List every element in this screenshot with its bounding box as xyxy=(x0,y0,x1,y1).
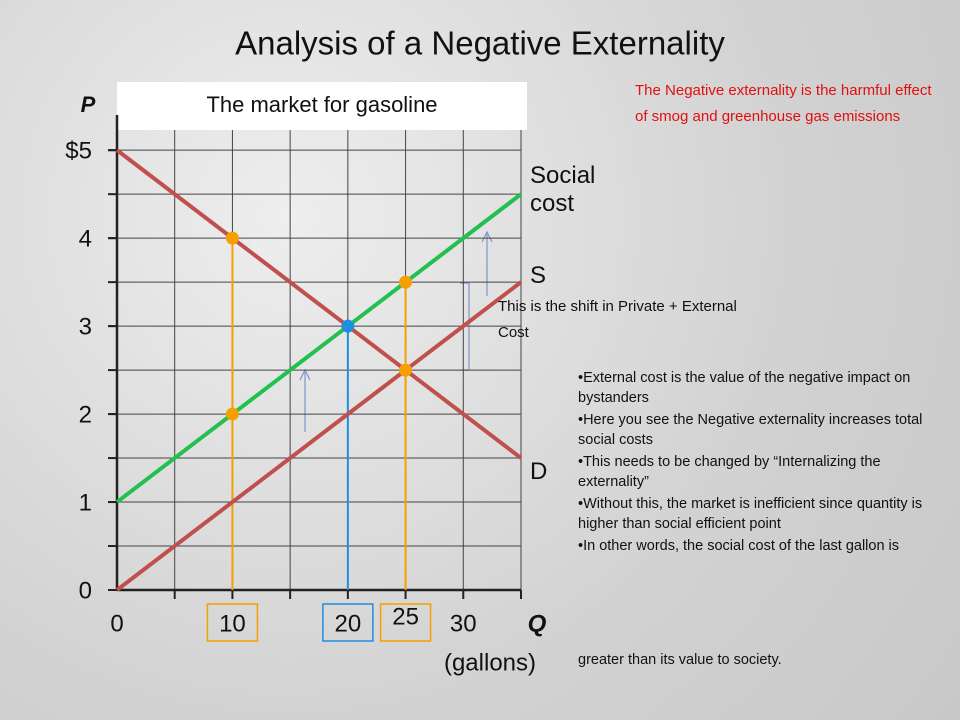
series-line xyxy=(115,148,523,460)
point xyxy=(225,231,239,245)
y-tick-label: 2 xyxy=(79,401,92,428)
tick-box xyxy=(206,603,259,642)
y-tick-label: 0 xyxy=(79,577,92,604)
series-line xyxy=(115,192,523,504)
bullet: Without this, the market is inefficient … xyxy=(578,494,948,534)
bullet-continuation: greater than its value to society. xyxy=(578,652,782,668)
note: The Negative externality is the harmful … xyxy=(635,82,932,125)
subtitle-box xyxy=(117,82,527,130)
shift-note: This is the shift in Private + External … xyxy=(498,298,737,341)
x-tick-label: 30 xyxy=(450,610,477,637)
y-tick-label: 1 xyxy=(79,489,92,516)
y-tick-label: $5 xyxy=(65,138,92,165)
x-tick-label: 0 xyxy=(110,610,123,637)
subtitle: The market for gasoline xyxy=(206,92,437,117)
bullet: External cost is the value of the negati… xyxy=(578,368,948,408)
series-label: Social cost xyxy=(530,162,596,217)
tick-box xyxy=(379,603,432,642)
x-axis-unit: (gallons) xyxy=(444,649,536,676)
y-axis-label: P xyxy=(81,92,96,117)
point xyxy=(399,363,413,377)
series-label: D xyxy=(530,458,548,485)
chart-title: Analysis of a Negative Externality xyxy=(235,25,725,62)
x-axis-label: Q xyxy=(528,610,547,637)
y-tick-label: 4 xyxy=(79,225,92,252)
y-tick-label: 3 xyxy=(79,313,92,340)
point xyxy=(399,275,413,289)
bullet: In other words, the social cost of the l… xyxy=(578,536,948,556)
bullet: This needs to be changed by “Internalizi… xyxy=(578,452,948,492)
bullet: Here you see the Negative externality in… xyxy=(578,410,948,450)
series-line xyxy=(115,280,523,592)
point xyxy=(225,407,239,421)
x-tick-label: 20 xyxy=(335,610,362,637)
point xyxy=(341,319,355,333)
series-label: S xyxy=(530,262,547,289)
x-tick-label: 10 xyxy=(219,610,246,637)
bullet-list: External cost is the value of the negati… xyxy=(578,368,948,558)
x-tick-label: 25 xyxy=(392,603,419,630)
tick-box xyxy=(322,603,374,642)
